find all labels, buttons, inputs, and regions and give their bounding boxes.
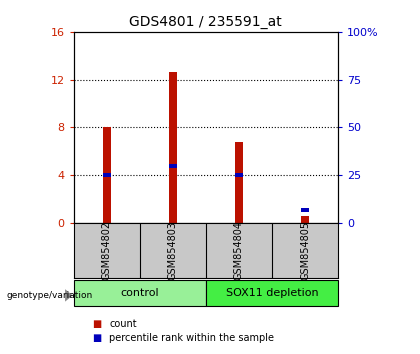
Text: percentile rank within the sample: percentile rank within the sample	[109, 333, 274, 343]
Text: control: control	[121, 288, 159, 298]
Bar	[235, 142, 243, 223]
Bar	[74, 280, 206, 306]
Text: GSM854804: GSM854804	[234, 221, 244, 280]
Text: ■: ■	[92, 319, 102, 329]
Text: ■: ■	[92, 333, 102, 343]
Text: count: count	[109, 319, 137, 329]
Text: GSM854803: GSM854803	[168, 221, 178, 280]
Text: GSM854805: GSM854805	[300, 221, 310, 280]
Bar	[235, 173, 243, 177]
Polygon shape	[65, 289, 73, 302]
Text: genotype/variation: genotype/variation	[6, 291, 92, 300]
Text: SOX11 depletion: SOX11 depletion	[226, 288, 318, 298]
Bar	[169, 73, 177, 223]
Text: GSM854802: GSM854802	[102, 221, 112, 280]
Bar	[206, 280, 338, 306]
Bar	[301, 216, 309, 223]
Title: GDS4801 / 235591_at: GDS4801 / 235591_at	[129, 16, 282, 29]
Bar	[102, 127, 110, 223]
Bar	[102, 173, 110, 177]
Bar	[301, 208, 309, 212]
Bar	[169, 164, 177, 168]
